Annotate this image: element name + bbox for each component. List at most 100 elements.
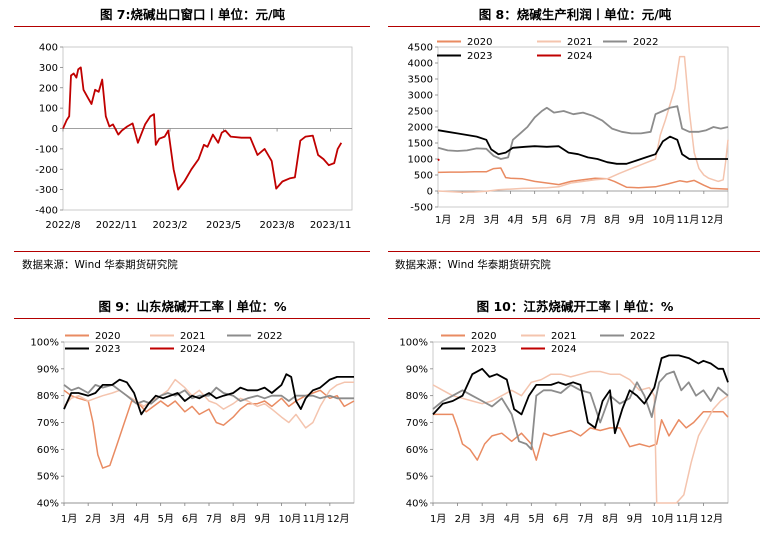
x-tick-label: 3月	[479, 513, 495, 525]
chart7-export-window: -400 -300 -200 -100 0 100 200 300 400 2022/8 2022/…	[35, 43, 353, 231]
series-line-2022	[432, 370, 729, 451]
y-tick-label: 1000	[408, 155, 433, 166]
x-tick-label: 2022/11	[96, 220, 138, 231]
y-tick-label: 200	[39, 83, 58, 94]
y-tick-label: 300	[39, 63, 58, 74]
series-line-2020	[63, 389, 355, 469]
x-tick-label: 7月	[580, 214, 596, 226]
x-tick-label: 7月	[206, 513, 222, 525]
series-line-2022	[437, 105, 729, 160]
x-tick-label: 4月	[134, 513, 150, 525]
y-tick-label: 4500	[408, 43, 433, 54]
chart7-top-rule	[14, 26, 370, 27]
x-tick-label: 11月	[677, 214, 700, 226]
legend-label: 2020	[471, 331, 496, 342]
x-tick-label: 2022/8	[45, 220, 80, 231]
series-line-s0	[62, 66, 343, 191]
x-tick-label: 11月	[676, 513, 699, 525]
y-tick-label: 0	[52, 124, 58, 135]
series-line-2024	[437, 158, 440, 162]
y-tick-label: -500	[410, 203, 433, 214]
x-tick-label: 2月	[455, 513, 471, 525]
chart9-top-rule	[14, 318, 370, 319]
y-tick-label: 90%	[37, 364, 59, 375]
chart8-title: 图 8：烧碱生产利润丨单位：元/吨	[478, 7, 672, 22]
x-tick-label: 2023/5	[206, 220, 241, 231]
chart10-top-rule	[388, 318, 760, 319]
x-tick-label: 10月	[279, 513, 302, 525]
x-tick-label: 6月	[553, 513, 569, 525]
legend-label: 2022	[630, 331, 655, 342]
y-tick-label: -300	[35, 185, 58, 196]
chart8-production-profit: -500 0 500 1000 1500 2000 2500 3000 3500 4000 4500…	[408, 37, 729, 226]
chart8-top-rule	[388, 26, 760, 27]
x-tick-label: 5月	[532, 214, 548, 226]
x-tick-label: 8月	[604, 214, 620, 226]
x-tick-label: 10月	[653, 214, 676, 226]
chart10-title: 图 10：江苏烧碱开工率丨单位：%	[476, 299, 674, 314]
y-tick-label: 400	[39, 43, 58, 54]
series-line-2020	[433, 411, 729, 461]
y-tick-label: 40%	[37, 499, 59, 510]
x-tick-label: 5月	[528, 513, 544, 525]
y-tick-label: 3500	[408, 75, 433, 86]
y-tick-label: 50%	[406, 472, 428, 483]
x-tick-label: 2023/11	[310, 220, 352, 231]
chart10-jiangsu-operating-rate: 40% 50% 60% 70% 80% 90% 100% 1月 2月 3月 4月 5月 6月 7月 8月 9月…	[399, 331, 729, 525]
y-tick-label: 100%	[399, 338, 428, 349]
x-tick-label: 7月	[578, 513, 594, 525]
legend-label: 2024	[567, 51, 592, 62]
plot-frame	[437, 46, 729, 208]
x-tick-label: 9月	[254, 513, 270, 525]
series-line-2023	[63, 373, 354, 416]
x-tick-label: 6月	[182, 513, 198, 525]
x-tick-label: 2月	[85, 513, 101, 525]
chart8-bottom-rule	[388, 251, 760, 252]
chart9-shandong-operating-rate: 40% 50% 60% 70% 80% 90% 100% 1月 2月 3月 4月 5月 6月 7月 8月 9月…	[30, 331, 355, 525]
series-line-2021	[437, 55, 729, 194]
chart9-title: 图 9：山东烧碱开工率丨单位：%	[98, 299, 287, 314]
y-tick-label: -100	[35, 144, 58, 155]
y-tick-label: 100%	[30, 338, 59, 349]
x-tick-label: 1月	[435, 214, 451, 226]
y-tick-label: 40%	[406, 499, 428, 510]
y-tick-label: 90%	[406, 364, 428, 375]
y-tick-label: 50%	[37, 472, 59, 483]
x-tick-label: 11月	[303, 513, 326, 525]
y-tick-label: 80%	[406, 391, 428, 402]
series-line-2023	[437, 129, 728, 165]
x-tick-label: 1月	[61, 513, 77, 525]
legend-label: 2022	[257, 331, 282, 342]
legend-label: 2020	[467, 37, 492, 48]
series-line-2023	[432, 354, 729, 435]
series-line-2020	[437, 167, 729, 190]
series-line-2021	[432, 370, 729, 504]
y-tick-label: 80%	[37, 391, 59, 402]
y-tick-label: 1500	[408, 139, 433, 150]
y-tick-label: 0	[427, 187, 433, 198]
x-tick-label: 12月	[327, 513, 350, 525]
legend-label: 2021	[567, 37, 592, 48]
plot-frame	[63, 341, 355, 504]
x-tick-label: 6月	[556, 214, 572, 226]
series-line-2021	[63, 378, 354, 429]
legend-label: 2023	[95, 344, 120, 355]
plot-frame	[432, 341, 729, 504]
y-tick-label: 70%	[406, 418, 428, 429]
x-tick-label: 2月	[459, 214, 475, 226]
y-tick-label: 4000	[408, 59, 433, 70]
x-tick-label: 9月	[627, 513, 643, 525]
x-tick-label: 9月	[628, 214, 644, 226]
y-tick-label: 3000	[408, 91, 433, 102]
x-tick-label: 4月	[504, 513, 520, 525]
y-tick-label: 70%	[37, 418, 59, 429]
legend-label: 2024	[180, 344, 205, 355]
y-tick-label: -200	[35, 165, 58, 176]
x-tick-label: 1月	[430, 513, 446, 525]
x-tick-label: 10月	[651, 513, 674, 525]
x-tick-label: 3月	[483, 214, 499, 226]
chart7-source: 数据来源：Wind 华泰期货研究院	[22, 259, 178, 271]
y-tick-label: 2000	[408, 123, 433, 134]
y-tick-label: 100	[39, 104, 58, 115]
chart8-source: 数据来源：Wind 华泰期货研究院	[395, 259, 551, 271]
